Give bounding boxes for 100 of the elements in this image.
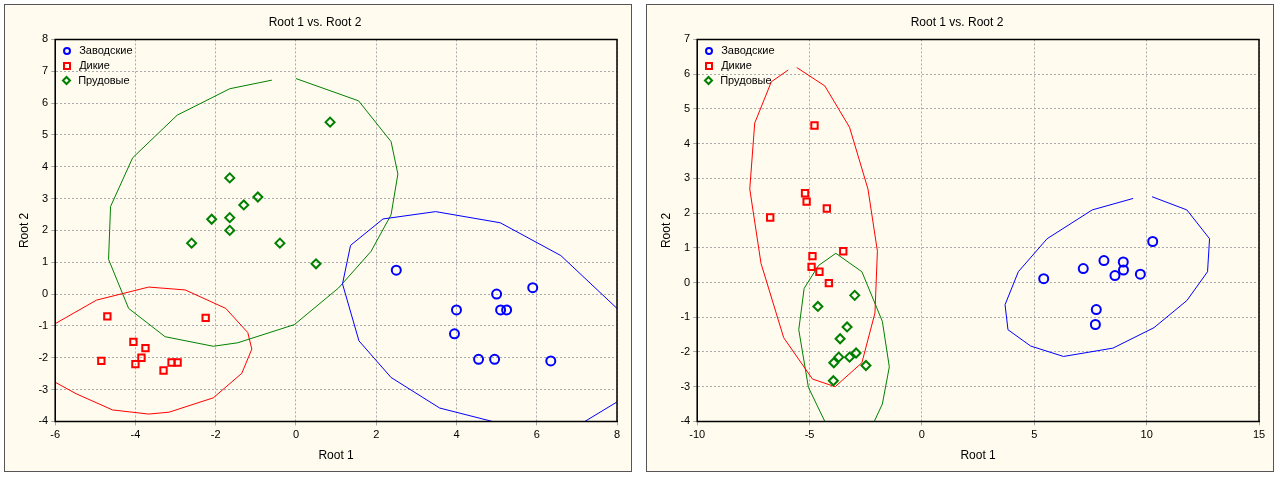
point <box>224 224 236 236</box>
point <box>1090 304 1102 316</box>
point <box>850 347 862 359</box>
x-tick-label: 6 <box>533 428 540 441</box>
point <box>1098 255 1110 267</box>
y-tick-label: 2 <box>42 223 49 236</box>
x-tick-label: 0 <box>918 428 925 441</box>
x-tick-label: -2 <box>210 428 221 441</box>
point <box>201 313 210 323</box>
point <box>186 237 198 249</box>
point <box>1147 236 1159 248</box>
point <box>224 212 236 224</box>
point <box>860 359 872 371</box>
y-tick-label: 2 <box>684 206 691 219</box>
x-tick-label: 0 <box>292 428 300 441</box>
x-tick-label: 15 <box>1252 428 1266 441</box>
legend-label: Прудовые <box>78 73 130 89</box>
point <box>324 116 336 128</box>
y-tick-label: -4 <box>38 414 49 427</box>
point <box>527 282 539 294</box>
y-axis-title: Root 2 <box>16 212 31 249</box>
x-axis-title: Root 1 <box>960 448 997 463</box>
point <box>828 357 840 369</box>
x-tick-label: -10 <box>689 428 706 441</box>
y-tick-label: -1 <box>38 318 49 331</box>
point <box>1038 273 1050 285</box>
y-tick-label: 7 <box>684 32 691 45</box>
y-tick-label: 6 <box>684 67 691 80</box>
point <box>1109 270 1121 282</box>
y-tick-label: -3 <box>680 379 691 392</box>
point <box>252 191 264 203</box>
point <box>766 213 775 222</box>
y-tick-label: 5 <box>42 127 49 140</box>
chart-title: Root 1 vs. Root 2 <box>910 14 1004 29</box>
point <box>839 247 848 256</box>
point <box>812 300 824 312</box>
x-tick-label: 2 <box>373 428 380 441</box>
x-tick-label: 5 <box>1031 428 1038 441</box>
y-tick-label: 0 <box>684 275 691 288</box>
y-tick-label: 4 <box>684 136 691 149</box>
point <box>495 304 507 316</box>
y-axis-title: Root 2 <box>658 212 673 249</box>
point <box>815 267 824 276</box>
point <box>167 358 176 367</box>
y-tick-label: -1 <box>680 310 691 323</box>
point <box>844 351 856 363</box>
y-tick-label: 1 <box>42 255 49 268</box>
point <box>97 356 106 366</box>
legend-label: Заводские <box>721 43 775 59</box>
point <box>129 337 138 346</box>
legend-label: Дикие <box>721 58 752 74</box>
point <box>1077 263 1089 275</box>
x-tick-label: 4 <box>453 428 460 441</box>
point <box>491 288 503 300</box>
point <box>849 289 861 301</box>
point <box>810 121 819 130</box>
point <box>448 328 460 340</box>
x-tick-label: -5 <box>804 428 815 441</box>
point <box>545 355 557 367</box>
y-tick-label: 1 <box>684 240 691 253</box>
y-tick-label: 7 <box>42 64 49 77</box>
point <box>834 333 846 345</box>
x-tick-label: 10 <box>1140 428 1153 441</box>
point <box>841 321 853 333</box>
point <box>206 213 218 225</box>
y-tick-label: 6 <box>42 96 49 109</box>
point <box>822 204 832 213</box>
point <box>473 353 485 365</box>
point <box>159 366 168 375</box>
y-tick-label: -2 <box>680 344 691 357</box>
point <box>808 251 817 261</box>
point <box>103 312 112 321</box>
point <box>807 262 816 272</box>
y-tick-label: -2 <box>38 350 49 363</box>
point <box>450 304 462 316</box>
point <box>824 279 834 288</box>
y-tick-label: 4 <box>42 159 49 172</box>
point <box>800 189 810 198</box>
legend-label: Заводские <box>79 43 133 59</box>
point <box>310 258 322 270</box>
y-tick-label: 0 <box>42 287 49 300</box>
point <box>1134 268 1146 280</box>
point <box>131 359 140 369</box>
point <box>238 199 250 211</box>
y-tick-label: 3 <box>42 191 49 204</box>
y-tick-label: 8 <box>42 32 49 45</box>
point <box>274 237 286 249</box>
point <box>501 304 513 316</box>
point <box>137 353 146 362</box>
legend-label: Дикие <box>79 58 110 74</box>
x-tick-label: -6 <box>50 428 61 441</box>
y-tick-label: -3 <box>38 382 49 395</box>
point <box>173 358 182 367</box>
point <box>802 197 811 206</box>
legend-label: Прудовые <box>720 73 772 89</box>
x-tick-label: -4 <box>130 428 141 441</box>
y-tick-label: 5 <box>684 101 691 114</box>
point <box>224 172 236 184</box>
point <box>390 264 402 276</box>
point <box>1117 264 1129 276</box>
